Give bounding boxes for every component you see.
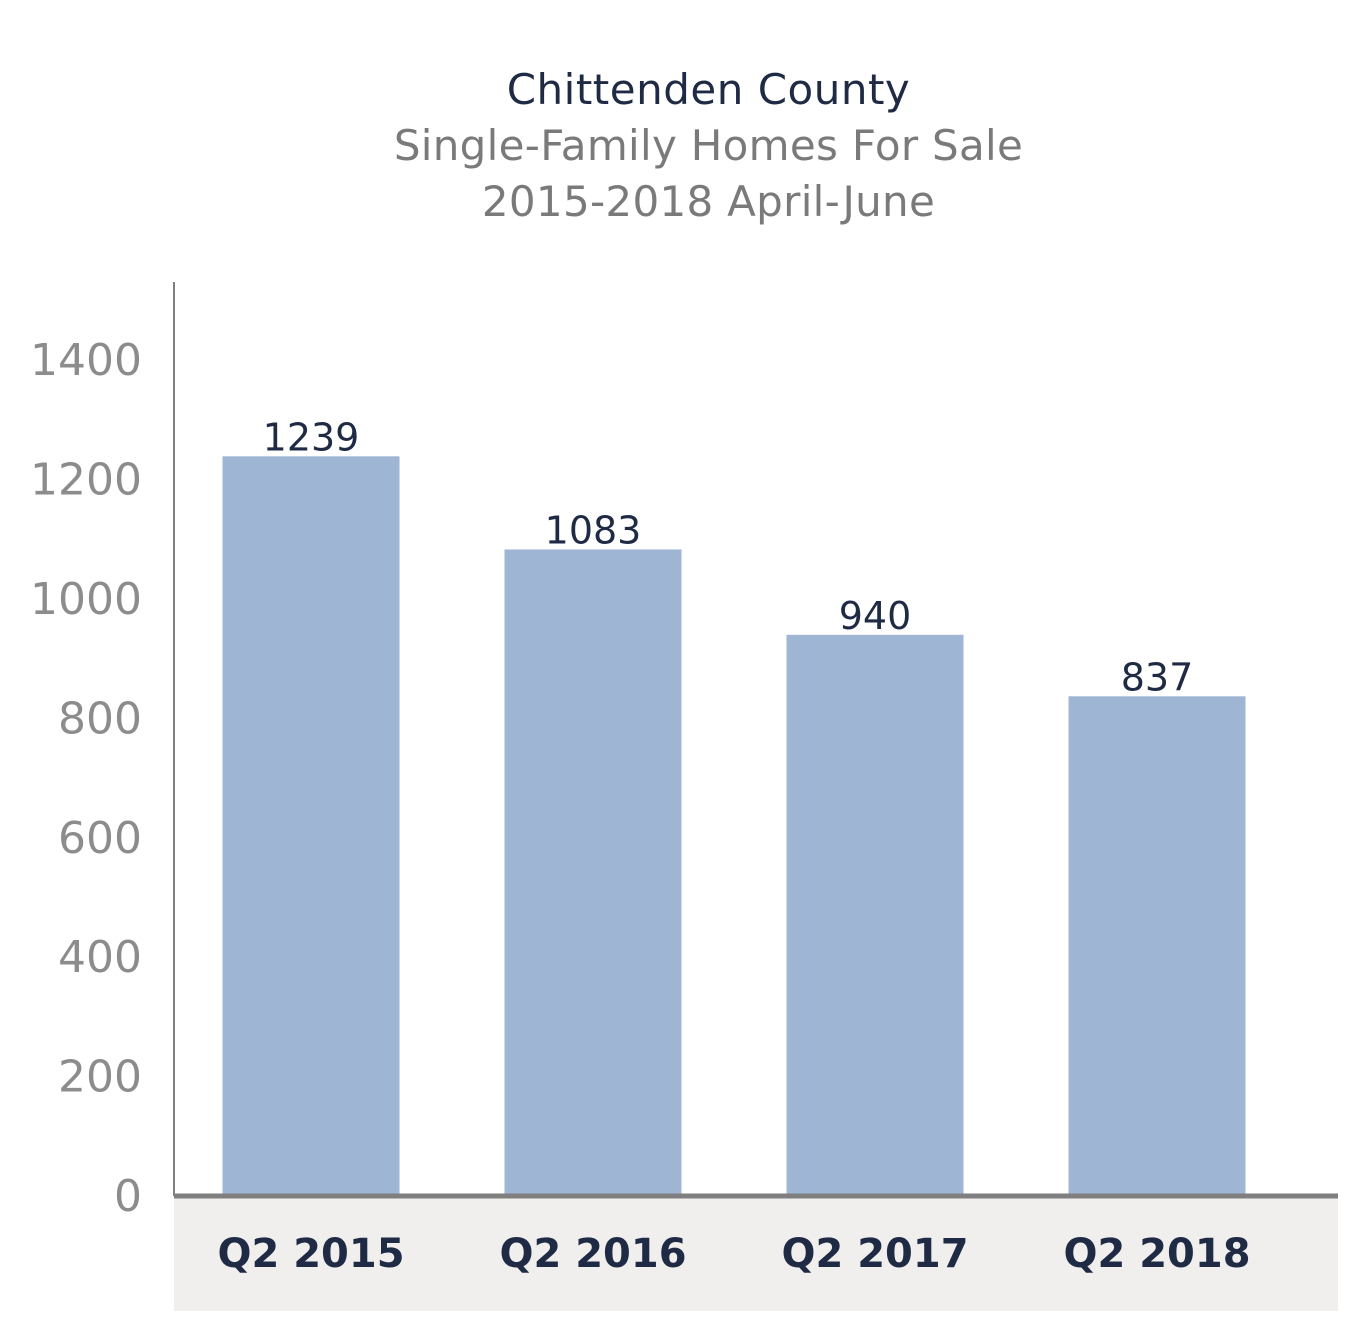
y-ticks-group: 0 200 400 600 800 1000 1200 1400 (30, 335, 142, 1222)
data-label-q2-2016: 1083 (545, 508, 642, 552)
data-label-q2-2015: 1239 (263, 415, 360, 459)
bar-q2-2017 (786, 634, 964, 1196)
y-tick-label-400: 400 (58, 932, 142, 983)
y-tick-label-1400: 1400 (30, 335, 142, 386)
y-tick-label-1000: 1000 (30, 574, 142, 625)
chart-titles: Chittenden County Single-Family Homes Fo… (0, 62, 1347, 230)
axes-group (173, 282, 1338, 1199)
data-label-q2-2018: 837 (1121, 655, 1194, 699)
chart-title: Chittenden County (506, 65, 911, 114)
y-tick-label-600: 600 (58, 813, 142, 864)
y-tick-label-800: 800 (58, 693, 142, 744)
bar-q2-2018 (1068, 696, 1246, 1196)
bar-q2-2015 (222, 456, 400, 1196)
x-axis-band (174, 1196, 1338, 1311)
chart-subtitle-line-1: Single-Family Homes For Sale (393, 121, 1024, 170)
bars-group (222, 456, 1246, 1196)
y-tick-label-1200: 1200 (30, 455, 142, 506)
x-tick-label-q2-2018: Q2 2018 (1063, 1231, 1250, 1277)
y-tick-label-200: 200 (58, 1052, 142, 1103)
x-tick-label-q2-2017: Q2 2017 (781, 1231, 968, 1277)
data-labels-group: 1239 1083 940 837 (263, 415, 1194, 699)
chart-subtitle-line-2: 2015-2018 April-June (481, 177, 936, 226)
y-tick-label-0: 0 (114, 1171, 142, 1222)
x-tick-label-q2-2016: Q2 2016 (499, 1231, 686, 1277)
x-axis-band-group (174, 1196, 1338, 1311)
data-label-q2-2017: 940 (839, 594, 912, 638)
x-tick-label-q2-2015: Q2 2015 (217, 1231, 404, 1277)
bar-q2-2016 (504, 549, 682, 1196)
x-ticks-group: Q2 2015 Q2 2016 Q2 2017 Q2 2018 (217, 1231, 1250, 1277)
